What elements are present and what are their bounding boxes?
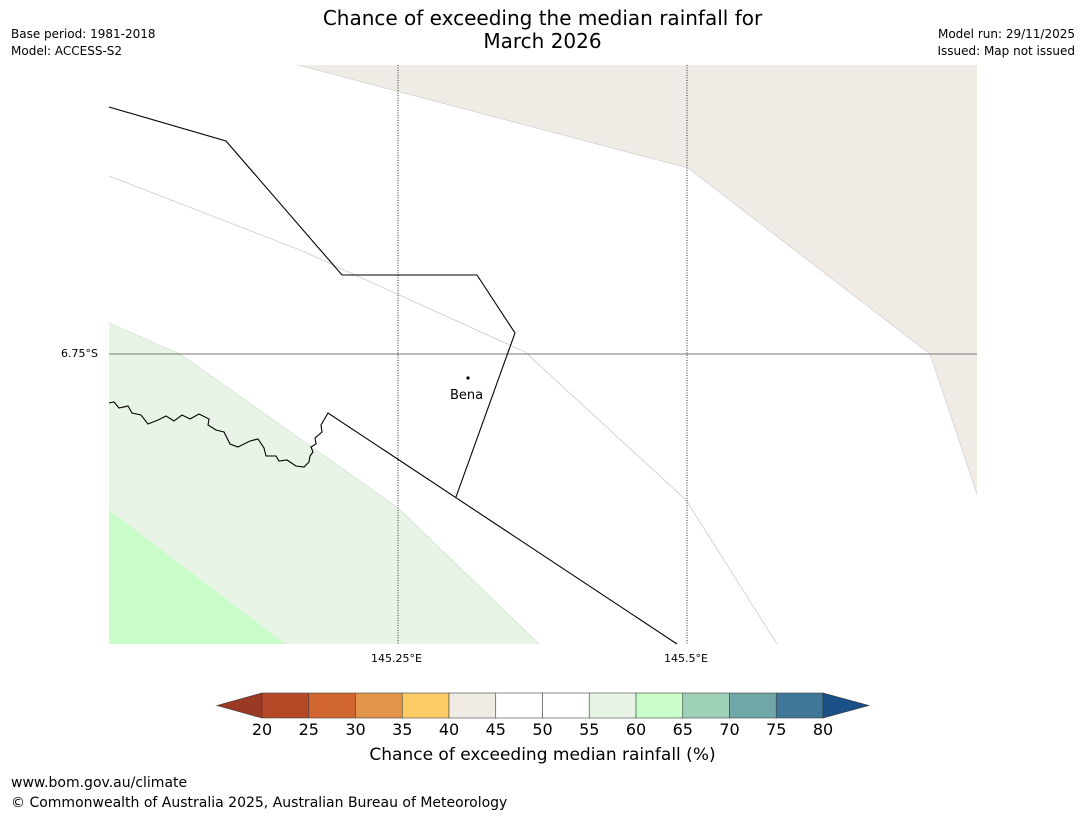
colorbar-segment	[355, 692, 403, 719]
colorbar-tick-label: 65	[672, 720, 693, 739]
boundary-line	[108, 401, 678, 645]
colorbar-segment	[682, 692, 730, 719]
colorbar-segment	[308, 692, 356, 719]
light-green-region	[109, 323, 539, 644]
colorbar-under-arrow	[215, 692, 263, 719]
colorbar-tick-label: 20	[251, 720, 273, 739]
base-period: Base period: 1981-2018	[11, 27, 156, 41]
map-panel	[108, 64, 978, 645]
colorbar-tick-label: 70	[719, 720, 740, 739]
title-line-1: Chance of exceeding the median rainfall …	[322, 6, 763, 30]
colorbar-segment	[495, 692, 543, 719]
colorbar-tick-label: 60	[625, 720, 647, 739]
title-line-2: March 2026	[483, 29, 602, 53]
colorbar-tick-label: 40	[438, 720, 460, 739]
green-region	[109, 510, 285, 644]
contour-line	[108, 322, 540, 645]
colorbar-tick-label: 25	[298, 720, 319, 739]
colorbar-tick-label: 45	[485, 720, 506, 739]
colorbar-segment	[401, 692, 450, 719]
colorbar-segment	[448, 692, 497, 719]
footer-url[interactable]: www.bom.gov.au/climate	[11, 775, 188, 791]
tan-region	[298, 65, 977, 494]
latitude-label: 6.75°S	[61, 347, 98, 360]
colorbar-tick-label: 30	[345, 720, 366, 739]
town-label: Bena	[450, 388, 484, 403]
issued-status: Issued: Map not issued	[937, 44, 1075, 58]
colorbar-segment	[588, 692, 637, 719]
town-marker	[466, 376, 470, 380]
colorbar-segment	[542, 692, 590, 719]
colorbar-segment	[775, 692, 824, 719]
colorbar-title: Chance of exceeding median rainfall (%)	[369, 745, 716, 765]
colorbar-tick-label: 80	[812, 720, 834, 739]
colorbar-over-arrow	[822, 692, 871, 719]
colorbar-tick-label: 55	[579, 720, 600, 739]
colorbar-tick-label: 35	[392, 720, 413, 739]
boundary-line	[108, 106, 516, 498]
longitude-label-1: 145.25°E	[371, 652, 422, 665]
contour-line	[108, 175, 778, 645]
colorbar-segment	[261, 692, 310, 719]
run-info: Model run: 29/11/2025 Issued: Map not is…	[937, 26, 1075, 60]
colorbar-tick-label: 50	[532, 720, 553, 739]
colorbar-segment	[729, 692, 777, 719]
colorbar-segment	[635, 692, 684, 719]
colorbar-tick-label: 75	[766, 720, 787, 739]
footer-copyright: © Commonwealth of Australia 2025, Austra…	[11, 795, 508, 811]
model-name: Model: ACCESS-S2	[11, 44, 123, 58]
contour-line	[297, 64, 978, 495]
colorbar	[215, 692, 871, 719]
model-run: Model run: 29/11/2025	[937, 27, 1075, 41]
base-info: Base period: 1981-2018 Model: ACCESS-S2	[11, 26, 156, 60]
longitude-label-2: 145.5°E	[664, 652, 708, 665]
map-title: Chance of exceeding the median rainfall …	[0, 7, 1085, 53]
